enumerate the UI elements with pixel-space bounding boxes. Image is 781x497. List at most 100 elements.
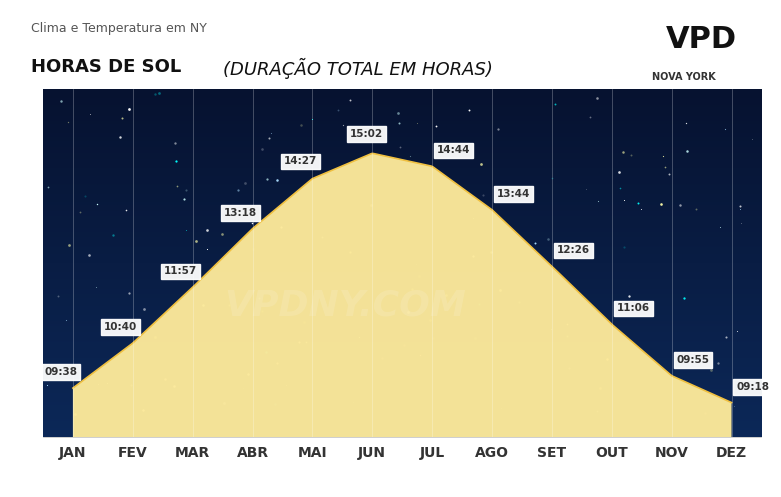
Point: [196, 301, 209, 309]
Point: [583, 113, 596, 121]
Point: [201, 245, 213, 253]
Point: [245, 211, 258, 219]
Point: [270, 359, 283, 367]
Point: [404, 152, 416, 160]
Point: [294, 121, 307, 129]
Point: [528, 239, 540, 247]
Point: [414, 351, 426, 359]
Point: [84, 110, 96, 118]
Point: [52, 292, 64, 300]
Text: VPDNY.COM: VPDNY.COM: [224, 288, 465, 322]
Point: [622, 292, 635, 300]
Point: [513, 298, 526, 306]
Point: [41, 381, 53, 389]
Text: (DURAÇÃO TOTAL EM HORAS): (DURAÇÃO TOTAL EM HORAS): [223, 58, 493, 79]
Point: [473, 300, 486, 308]
Text: 13:18: 13:18: [224, 208, 257, 218]
Point: [601, 355, 613, 363]
Point: [561, 332, 573, 340]
Point: [293, 338, 305, 346]
Point: [549, 100, 562, 108]
Point: [216, 230, 228, 238]
Point: [116, 114, 128, 122]
Text: VPD: VPD: [665, 25, 736, 54]
Point: [152, 89, 165, 97]
Point: [663, 170, 676, 178]
Point: [545, 174, 558, 182]
Point: [590, 407, 603, 414]
Point: [412, 272, 425, 280]
Point: [344, 96, 356, 104]
Point: [180, 186, 193, 194]
Text: 09:38: 09:38: [45, 367, 77, 377]
Text: 10:40: 10:40: [104, 322, 137, 332]
Point: [618, 196, 630, 204]
Point: [409, 260, 422, 268]
Point: [262, 134, 275, 142]
Point: [237, 384, 249, 392]
Text: 13:44: 13:44: [497, 189, 530, 199]
Point: [730, 328, 743, 335]
Point: [542, 235, 555, 243]
Point: [426, 334, 439, 342]
Point: [270, 176, 283, 184]
Text: HORAS DE SOL: HORAS DE SOL: [31, 58, 187, 76]
Point: [169, 139, 181, 147]
Point: [466, 214, 479, 222]
Point: [353, 333, 366, 341]
Point: [635, 205, 647, 213]
Point: [402, 308, 415, 316]
Point: [223, 301, 235, 309]
Point: [733, 205, 746, 213]
Point: [561, 320, 573, 328]
Text: Clima e Temperatura em NY: Clima e Temperatura em NY: [31, 22, 207, 35]
Point: [337, 121, 349, 129]
Point: [73, 208, 86, 216]
Point: [55, 97, 67, 105]
Point: [495, 404, 508, 412]
Point: [613, 168, 626, 176]
Point: [344, 248, 356, 256]
Point: [107, 231, 119, 239]
Point: [544, 325, 557, 333]
Point: [659, 163, 672, 171]
Point: [580, 184, 592, 192]
Text: 14:27: 14:27: [284, 157, 317, 166]
Point: [167, 382, 180, 390]
Point: [62, 118, 74, 126]
Point: [679, 119, 692, 127]
Point: [70, 410, 82, 418]
Text: NOVA YORK: NOVA YORK: [651, 72, 715, 82]
Point: [70, 367, 83, 375]
Point: [82, 251, 95, 259]
Point: [365, 201, 377, 209]
Point: [733, 202, 746, 210]
Point: [247, 245, 259, 252]
Text: 14:44: 14:44: [437, 146, 470, 156]
Point: [261, 175, 273, 183]
Point: [393, 119, 405, 127]
Point: [169, 157, 182, 165]
Point: [699, 409, 711, 416]
Point: [232, 186, 244, 194]
Point: [678, 294, 690, 302]
Point: [266, 129, 278, 137]
Point: [218, 400, 230, 408]
Point: [562, 364, 575, 372]
Point: [306, 115, 319, 123]
Point: [469, 334, 481, 342]
Point: [238, 179, 251, 187]
Point: [704, 366, 717, 374]
Point: [494, 286, 506, 294]
Point: [63, 242, 76, 249]
Text: 11:06: 11:06: [616, 304, 650, 314]
Point: [114, 133, 127, 141]
Point: [124, 381, 137, 389]
Point: [430, 122, 442, 130]
Point: [398, 341, 410, 349]
Point: [149, 332, 162, 340]
Point: [476, 191, 489, 199]
Point: [149, 90, 162, 98]
Point: [391, 109, 404, 117]
Point: [59, 316, 72, 324]
